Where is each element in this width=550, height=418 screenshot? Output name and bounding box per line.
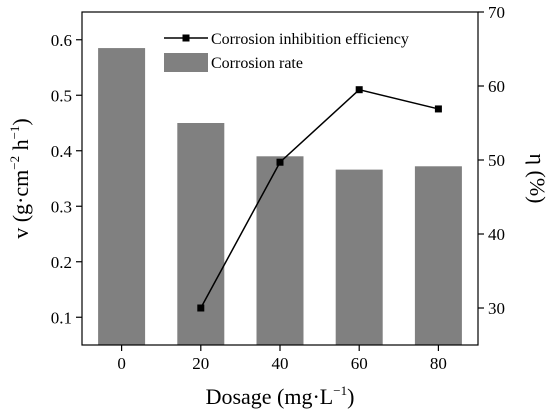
- efficiency-point-40: [276, 158, 284, 166]
- x-tick-label: 20: [192, 354, 209, 373]
- right-tick-label: 40: [488, 225, 505, 244]
- right-axis-title: η (%): [525, 154, 550, 204]
- legend: Corrosion inhibition efficiency Corrosio…: [164, 31, 409, 72]
- bar-20: [177, 123, 225, 345]
- x-axis-ticks: 0 20 40 60 80: [117, 345, 447, 373]
- bar-0: [98, 48, 146, 345]
- right-axis-ticks: 30 40 50 60 70: [478, 3, 505, 318]
- left-tick-label: 0.4: [51, 142, 73, 161]
- x-tick-label: 0: [117, 354, 126, 373]
- left-axis-title: v (g·cm−2 h−1): [7, 118, 33, 239]
- left-tick-label: 0.6: [51, 31, 72, 50]
- efficiency-line: [200, 88, 439, 309]
- line-series: [197, 86, 442, 312]
- bar-60: [335, 169, 383, 345]
- left-axis-ticks: 0.1 0.2 0.3 0.4 0.5 0.6: [51, 31, 82, 327]
- left-tick-label: 0.5: [51, 86, 72, 105]
- right-tick-label: 50: [488, 151, 505, 170]
- right-tick-label: 60: [488, 77, 505, 96]
- legend-line-marker: [182, 34, 190, 42]
- bar-40: [256, 156, 304, 345]
- legend-label-corrosion-rate: Corrosion rate: [211, 55, 303, 72]
- efficiency-point-60: [355, 86, 363, 94]
- bar-80: [414, 166, 462, 345]
- x-axis-title: Dosage (mg·L−1): [206, 383, 355, 409]
- left-tick-label: 0.1: [51, 308, 72, 327]
- efficiency-point-80: [434, 105, 442, 113]
- bar-series: [98, 48, 462, 345]
- x-tick-label: 60: [351, 354, 368, 373]
- right-tick-label: 70: [488, 3, 505, 22]
- x-tick-label: 40: [272, 354, 289, 373]
- right-tick-label: 30: [488, 299, 505, 318]
- efficiency-point-20: [197, 304, 205, 312]
- left-tick-label: 0.3: [51, 197, 72, 216]
- legend-bar-swatch: [164, 53, 208, 72]
- left-tick-label: 0.2: [51, 253, 72, 272]
- x-tick-label: 80: [430, 354, 447, 373]
- legend-label-efficiency: Corrosion inhibition efficiency: [211, 31, 409, 48]
